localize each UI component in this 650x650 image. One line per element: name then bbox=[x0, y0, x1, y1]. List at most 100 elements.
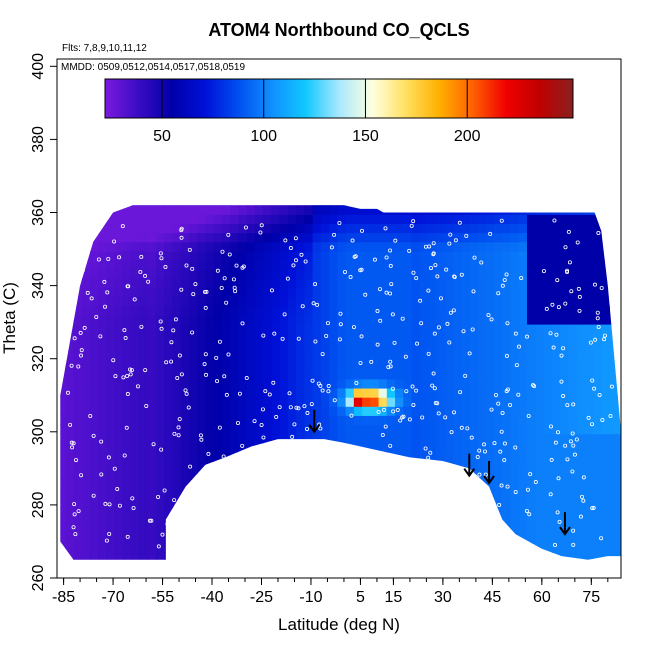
curtain-cell bbox=[287, 296, 297, 307]
curtain-cell bbox=[461, 543, 470, 554]
curtain-cell bbox=[403, 260, 413, 270]
curtain-cell bbox=[568, 214, 578, 225]
sample-point bbox=[104, 538, 109, 543]
curtain-cell bbox=[337, 305, 347, 316]
curtain-cell bbox=[452, 351, 462, 362]
curtain-cell bbox=[452, 250, 462, 261]
curtain-cell bbox=[246, 497, 256, 508]
sample-point bbox=[227, 252, 232, 257]
curtain-cell bbox=[395, 543, 404, 554]
curtain-cell bbox=[617, 342, 622, 352]
curtain-cell bbox=[147, 442, 157, 453]
curtain-cell bbox=[337, 296, 347, 307]
curtain-cell bbox=[411, 296, 421, 307]
curtain-cell bbox=[304, 451, 314, 462]
curtain-cell bbox=[279, 515, 289, 526]
curtain-cell bbox=[221, 543, 231, 554]
curtain-cell bbox=[304, 543, 314, 554]
sample-point bbox=[353, 254, 358, 259]
curtain-cell bbox=[312, 360, 322, 371]
curtain-cell bbox=[312, 397, 322, 407]
curtain-cell bbox=[345, 205, 355, 206]
curtain-cell bbox=[551, 278, 561, 289]
curtain-cell bbox=[345, 305, 355, 316]
sample-point bbox=[363, 471, 368, 476]
curtain-cell bbox=[452, 360, 462, 371]
sample-point bbox=[447, 241, 452, 246]
curtain-cell bbox=[543, 433, 553, 444]
sample-point bbox=[292, 422, 297, 427]
curtain-cell bbox=[543, 369, 553, 380]
curtain-cell bbox=[188, 424, 198, 435]
curtain-cell bbox=[263, 406, 272, 416]
curtain-cell bbox=[585, 562, 594, 572]
curtain-cell bbox=[73, 269, 83, 279]
curtain-cell bbox=[205, 470, 215, 480]
curtain-cell bbox=[370, 515, 380, 526]
curtain-cell bbox=[559, 387, 569, 398]
curtain-cell bbox=[584, 342, 594, 352]
curtain-cell bbox=[559, 296, 569, 307]
curtain-cell bbox=[535, 250, 545, 261]
curtain-cell bbox=[543, 397, 553, 407]
curtain-cell bbox=[89, 442, 99, 453]
curtain-cell bbox=[494, 205, 503, 206]
curtain-cell bbox=[263, 415, 272, 426]
curtain-cell bbox=[527, 241, 536, 252]
curtain-cell bbox=[386, 360, 396, 371]
curtain-cell bbox=[296, 525, 305, 535]
curtain-cell bbox=[576, 314, 586, 325]
curtain-cell bbox=[469, 360, 479, 371]
curtain-cell bbox=[576, 378, 586, 389]
curtain-cell bbox=[411, 543, 421, 554]
sample-point bbox=[215, 524, 220, 529]
sample-point bbox=[291, 263, 296, 268]
sample-point bbox=[559, 353, 564, 358]
curtain-cell bbox=[287, 424, 297, 435]
curtain-cell bbox=[279, 488, 289, 499]
curtain-cell bbox=[378, 232, 388, 243]
curtain-cell bbox=[419, 534, 429, 544]
sample-point bbox=[318, 426, 323, 431]
sample-point bbox=[222, 374, 227, 379]
curtain-cell bbox=[197, 451, 207, 462]
curtain-cell bbox=[485, 269, 495, 279]
curtain-cell bbox=[527, 461, 536, 471]
curtain-cell bbox=[205, 214, 215, 225]
curtain-cell bbox=[576, 470, 586, 480]
y-tick-label: 360 bbox=[30, 199, 47, 226]
curtain-cell bbox=[551, 241, 561, 252]
curtain-cell bbox=[584, 488, 594, 499]
curtain-cell bbox=[205, 333, 215, 343]
curtain-cell bbox=[65, 534, 75, 544]
curtain-cell bbox=[213, 525, 223, 535]
curtain-cell bbox=[114, 314, 124, 325]
curtain-cell bbox=[180, 406, 190, 416]
curtain-cell bbox=[60, 351, 66, 362]
curtain-cell bbox=[221, 305, 231, 316]
curtain-cell bbox=[114, 333, 124, 343]
sample-point bbox=[609, 384, 614, 389]
arrow-head bbox=[483, 475, 495, 485]
curtain-cell bbox=[518, 360, 528, 371]
curtain-cell bbox=[155, 479, 165, 490]
sample-point bbox=[461, 527, 466, 532]
curtain-cell bbox=[246, 296, 256, 307]
curtain-cell bbox=[362, 205, 371, 206]
sample-point bbox=[499, 483, 504, 488]
curtain-cell bbox=[271, 506, 281, 517]
curtain-cell bbox=[180, 552, 190, 560]
curtain-cell bbox=[287, 461, 297, 471]
curtain-cell bbox=[81, 296, 91, 307]
curtain-cell bbox=[271, 461, 281, 471]
curtain-cell bbox=[221, 470, 231, 480]
curtain-cell bbox=[271, 497, 281, 508]
curtain-cell bbox=[122, 406, 132, 416]
curtain-cell bbox=[122, 461, 132, 471]
curtain-cell bbox=[461, 451, 470, 462]
curtain-cell bbox=[296, 305, 305, 316]
curtain-cell bbox=[197, 323, 207, 334]
curtain-cell bbox=[502, 314, 512, 325]
curtain-cell bbox=[188, 369, 198, 380]
curtain-cell bbox=[246, 506, 256, 517]
